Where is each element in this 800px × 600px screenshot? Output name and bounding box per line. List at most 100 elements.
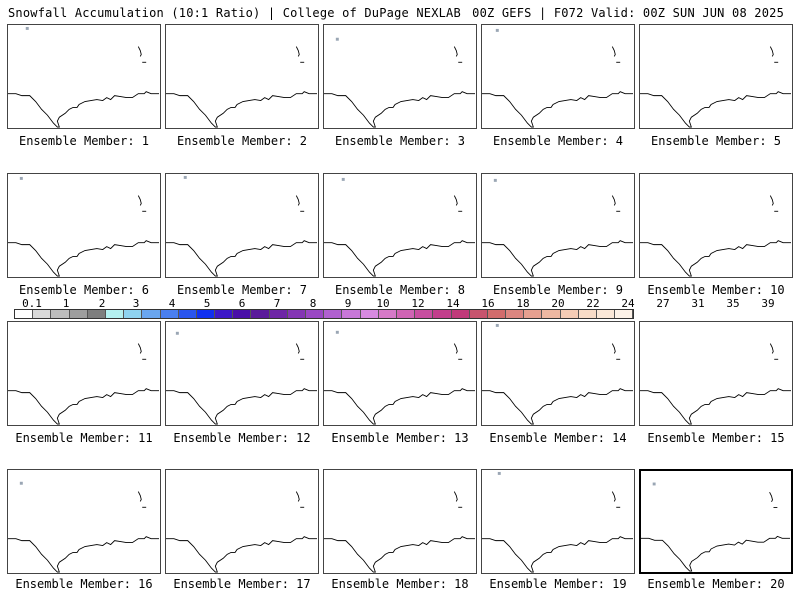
ensemble-member-label: Ensemble Member: 2	[176, 134, 308, 148]
colorbar-swatch	[142, 310, 161, 318]
coastline-map	[324, 37, 476, 128]
snowfall-trace	[19, 481, 23, 485]
coastline	[166, 91, 318, 128]
coastline	[641, 535, 791, 572]
coastline	[8, 91, 160, 128]
coastline-map	[640, 195, 792, 277]
colorbar-tick-label: 0.1	[22, 297, 42, 310]
ensemble-panel-11	[7, 321, 161, 426]
coastline	[324, 240, 476, 277]
colorbar-swatch	[269, 310, 288, 318]
coastline	[166, 240, 318, 277]
colorbar-tick-label: 1	[62, 297, 70, 310]
snowfall-trace	[335, 330, 339, 334]
colorbar-tick-label: 4	[168, 297, 176, 310]
map-title: Snowfall Accumulation (10:1 Ratio) | Col…	[8, 6, 461, 20]
ensemble-panel-5	[639, 24, 793, 129]
coastline-map	[166, 175, 318, 277]
colorbar-swatch	[15, 310, 34, 318]
snowfall-trace	[19, 176, 23, 180]
coastline	[8, 536, 160, 573]
colorbar-swatch	[396, 310, 416, 318]
colorbar-swatch	[160, 310, 179, 318]
colorbar-swatch	[451, 310, 470, 318]
coastline	[640, 91, 792, 128]
island-outline	[137, 195, 142, 206]
ensemble-panel-16	[7, 469, 161, 574]
coastline-map	[482, 471, 634, 573]
colorbar-swatch	[105, 310, 125, 318]
coastline	[166, 388, 318, 425]
colorbar-labels: 0.1 1 2 3 4 5 6 7 8 9 10 12 14 16 18 20 22 24 27 31 35 39	[0, 297, 800, 310]
colorbar-swatch	[51, 310, 70, 318]
colorbar-tick-label: 10	[376, 297, 390, 310]
ensemble-panel-7	[165, 173, 319, 278]
ensemble-member-label: Ensemble Member: 8	[334, 283, 466, 297]
coastline-map	[166, 491, 318, 573]
coastline-map	[324, 177, 476, 277]
colorbar-tick-label: 27	[656, 297, 670, 310]
island-outline	[769, 195, 774, 206]
colorbar-swatch	[506, 310, 525, 318]
coastline	[482, 388, 634, 425]
ensemble-panel-4	[481, 24, 635, 129]
island-outline	[611, 195, 616, 206]
coastline-map	[641, 482, 791, 572]
island-outline	[769, 343, 774, 354]
snowfall-colorbar	[14, 309, 635, 319]
ensemble-member-label: Ensemble Member: 16	[15, 577, 153, 591]
ensemble-member-label: Ensemble Member: 19	[489, 577, 627, 591]
island-outline	[611, 46, 616, 57]
coastline	[8, 388, 160, 425]
island-outline	[295, 195, 300, 206]
ensemble-member-label: Ensemble Member: 20	[647, 577, 785, 591]
ensemble-member-label: Ensemble Member: 13	[331, 431, 469, 445]
ensemble-member-label: Ensemble Member: 1	[18, 134, 150, 148]
coastline-map	[324, 330, 476, 425]
coastline-map	[640, 46, 792, 128]
colorbar-tick-label: 5	[203, 297, 211, 310]
colorbar-swatch	[524, 310, 543, 318]
colorbar-swatch	[578, 310, 597, 318]
colorbar-swatch	[378, 310, 397, 318]
colorbar-swatch	[415, 310, 434, 318]
colorbar-swatch	[324, 310, 343, 318]
colorbar-swatch	[287, 310, 306, 318]
model-valid-time: 00Z GEFS | F072 Valid: 00Z SUN JUN 08 20…	[472, 6, 784, 20]
colorbar-swatch	[487, 310, 507, 318]
ensemble-member-label: Ensemble Member: 18	[331, 577, 469, 591]
colorbar-swatch	[69, 310, 88, 318]
colorbar-swatch	[360, 310, 379, 318]
coastline	[482, 240, 634, 277]
colorbar-tick-label: 9	[344, 297, 352, 310]
colorbar-tick-label: 6	[238, 297, 246, 310]
island-outline	[611, 343, 616, 354]
colorbar-tick-label: 12	[411, 297, 425, 310]
ensemble-member-label: Ensemble Member: 17	[173, 577, 311, 591]
colorbar-tick-label: 2	[98, 297, 106, 310]
colorbar-swatch	[469, 310, 488, 318]
island-outline	[453, 195, 458, 206]
island-outline	[453, 343, 458, 354]
snowfall-trace	[497, 471, 501, 475]
coastline-map	[640, 343, 792, 425]
coastline-map	[324, 491, 476, 573]
ensemble-member-label: Ensemble Member: 9	[492, 283, 624, 297]
colorbar-tick-label: 3	[132, 297, 140, 310]
ensemble-member-label: Ensemble Member: 12	[173, 431, 311, 445]
ensemble-member-label: Ensemble Member: 14	[489, 431, 627, 445]
colorbar-tick-label: 31	[691, 297, 705, 310]
colorbar-swatch	[124, 310, 143, 318]
ensemble-member-label: Ensemble Member: 3	[334, 134, 466, 148]
ensemble-panel-10	[639, 173, 793, 278]
island-outline	[295, 343, 300, 354]
ensemble-panel-6	[7, 173, 161, 278]
ensemble-panel-18	[323, 469, 477, 574]
coastline	[324, 388, 476, 425]
snowfall-trace	[652, 482, 656, 486]
ensemble-member-label: Ensemble Member: 6	[18, 283, 150, 297]
coastline-map	[8, 481, 160, 573]
colorbar-tick-label: 22	[586, 297, 600, 310]
snowfall-trace	[25, 26, 29, 30]
coastline-map	[482, 178, 634, 277]
